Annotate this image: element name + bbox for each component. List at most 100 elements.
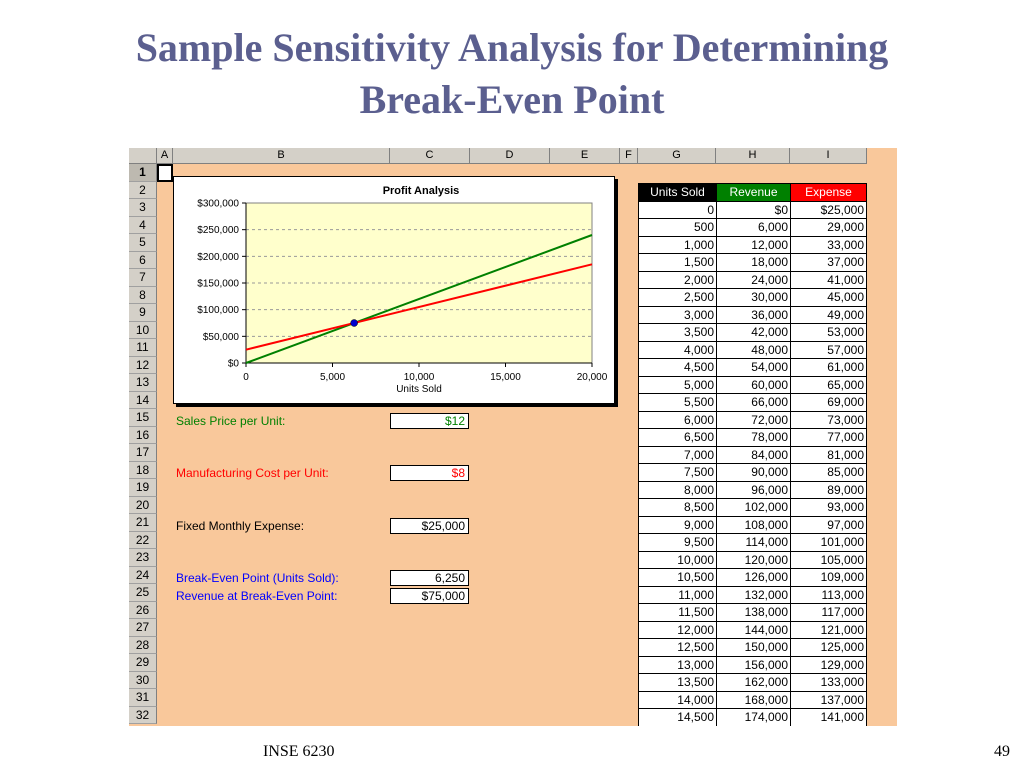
revenue-cell[interactable]: 150,000 — [716, 638, 791, 657]
units-sold-cell[interactable]: 12,500 — [638, 638, 717, 657]
expense-cell[interactable]: 33,000 — [790, 235, 867, 254]
revenue-cell[interactable]: 156,000 — [716, 655, 791, 674]
expense-cell[interactable]: $25,000 — [790, 200, 867, 219]
column-header-e[interactable]: E — [550, 148, 620, 164]
expense-cell[interactable]: 113,000 — [790, 585, 867, 604]
row-header-16[interactable]: 16 — [129, 426, 157, 444]
expense-cell[interactable]: 105,000 — [790, 550, 867, 569]
expense-cell[interactable]: 89,000 — [790, 480, 867, 499]
revenue-cell[interactable]: 114,000 — [716, 533, 791, 552]
expense-cell[interactable]: 53,000 — [790, 323, 867, 342]
units-sold-cell[interactable]: 10,000 — [638, 550, 717, 569]
expense-cell[interactable]: 69,000 — [790, 393, 867, 412]
row-header-23[interactable]: 23 — [129, 549, 157, 567]
expense-cell[interactable]: 121,000 — [790, 620, 867, 639]
units-sold-cell[interactable]: 4,500 — [638, 358, 717, 377]
revenue-cell[interactable]: 12,000 — [716, 235, 791, 254]
revenue-cell[interactable]: 60,000 — [716, 375, 791, 394]
units-sold-cell[interactable]: 2,500 — [638, 288, 717, 307]
revenue-cell[interactable]: 66,000 — [716, 393, 791, 412]
units-sold-cell[interactable]: 1,000 — [638, 235, 717, 254]
row-header-32[interactable]: 32 — [129, 706, 157, 724]
row-header-31[interactable]: 31 — [129, 689, 157, 707]
units-sold-cell[interactable]: 3,500 — [638, 323, 717, 342]
units-sold-cell[interactable]: 5,000 — [638, 375, 717, 394]
row-header-21[interactable]: 21 — [129, 514, 157, 532]
row-header-7[interactable]: 7 — [129, 269, 157, 287]
fixed-expense-cell[interactable]: $25,000 — [390, 518, 469, 534]
expense-cell[interactable]: 65,000 — [790, 375, 867, 394]
units-sold-cell[interactable]: 3,000 — [638, 305, 717, 324]
revenue-cell[interactable]: 174,000 — [716, 708, 791, 726]
expense-cell[interactable]: 129,000 — [790, 655, 867, 674]
row-header-22[interactable]: 22 — [129, 531, 157, 549]
revenue-cell[interactable]: 84,000 — [716, 445, 791, 464]
units-sold-cell[interactable]: 1,500 — [638, 253, 717, 272]
units-sold-cell[interactable]: 13,000 — [638, 655, 717, 674]
revenue-cell[interactable]: 120,000 — [716, 550, 791, 569]
units-sold-cell[interactable]: 9,500 — [638, 533, 717, 552]
expense-cell[interactable]: 77,000 — [790, 428, 867, 447]
units-sold-cell[interactable]: 7,000 — [638, 445, 717, 464]
row-header-5[interactable]: 5 — [129, 234, 157, 252]
row-header-1[interactable]: 1 — [129, 164, 157, 182]
row-header-6[interactable]: 6 — [129, 251, 157, 269]
units-sold-cell[interactable]: 12,000 — [638, 620, 717, 639]
revenue-cell[interactable]: 6,000 — [716, 218, 791, 237]
revenue-cell[interactable]: 78,000 — [716, 428, 791, 447]
expense-cell[interactable]: 125,000 — [790, 638, 867, 657]
column-header-a[interactable]: A — [157, 148, 173, 164]
expense-cell[interactable]: 45,000 — [790, 288, 867, 307]
revenue-cell[interactable]: 168,000 — [716, 690, 791, 709]
revenue-cell[interactable]: 54,000 — [716, 358, 791, 377]
units-sold-cell[interactable]: 11,500 — [638, 603, 717, 622]
row-header-30[interactable]: 30 — [129, 671, 157, 689]
column-header-b[interactable]: B — [173, 148, 390, 164]
expense-cell[interactable]: 85,000 — [790, 463, 867, 482]
units-sold-cell[interactable]: 11,000 — [638, 585, 717, 604]
revenue-cell[interactable]: 126,000 — [716, 568, 791, 587]
sales-price-cell[interactable]: $12 — [390, 413, 469, 429]
expense-cell[interactable]: 97,000 — [790, 515, 867, 534]
revenue-cell[interactable]: 48,000 — [716, 340, 791, 359]
revenue-cell[interactable]: 144,000 — [716, 620, 791, 639]
row-header-27[interactable]: 27 — [129, 619, 157, 637]
row-header-4[interactable]: 4 — [129, 216, 157, 234]
row-header-14[interactable]: 14 — [129, 391, 157, 409]
expense-cell[interactable]: 133,000 — [790, 673, 867, 692]
revenue-cell[interactable]: 96,000 — [716, 480, 791, 499]
expense-cell[interactable]: 41,000 — [790, 270, 867, 289]
row-header-12[interactable]: 12 — [129, 356, 157, 374]
select-all-corner[interactable] — [129, 148, 157, 164]
revenue-cell[interactable]: 162,000 — [716, 673, 791, 692]
row-header-13[interactable]: 13 — [129, 374, 157, 392]
row-header-15[interactable]: 15 — [129, 409, 157, 427]
units-sold-cell[interactable]: 9,000 — [638, 515, 717, 534]
row-header-18[interactable]: 18 — [129, 461, 157, 479]
revenue-cell[interactable]: 18,000 — [716, 253, 791, 272]
row-header-24[interactable]: 24 — [129, 566, 157, 584]
expense-cell[interactable]: 81,000 — [790, 445, 867, 464]
active-cell-a1[interactable] — [157, 164, 173, 182]
row-header-11[interactable]: 11 — [129, 339, 157, 357]
row-header-9[interactable]: 9 — [129, 304, 157, 322]
row-header-2[interactable]: 2 — [129, 181, 157, 199]
header-units-sold[interactable]: Units Sold — [638, 183, 717, 202]
revenue-cell[interactable]: 30,000 — [716, 288, 791, 307]
column-header-g[interactable]: G — [638, 148, 716, 164]
column-header-c[interactable]: C — [390, 148, 470, 164]
revenue-cell[interactable]: 72,000 — [716, 410, 791, 429]
revenue-cell[interactable]: 102,000 — [716, 498, 791, 517]
mfg-cost-cell[interactable]: $8 — [390, 465, 469, 481]
units-sold-cell[interactable]: 8,000 — [638, 480, 717, 499]
units-sold-cell[interactable]: 13,500 — [638, 673, 717, 692]
revenue-cell[interactable]: 24,000 — [716, 270, 791, 289]
expense-cell[interactable]: 137,000 — [790, 690, 867, 709]
expense-cell[interactable]: 93,000 — [790, 498, 867, 517]
revenue-cell[interactable]: 90,000 — [716, 463, 791, 482]
row-header-25[interactable]: 25 — [129, 584, 157, 602]
row-header-19[interactable]: 19 — [129, 479, 157, 497]
expense-cell[interactable]: 57,000 — [790, 340, 867, 359]
profit-analysis-chart[interactable]: $0 $50,000 $100,000 $150,000 $200,000 $250,00… — [173, 176, 615, 404]
expense-cell[interactable]: 37,000 — [790, 253, 867, 272]
